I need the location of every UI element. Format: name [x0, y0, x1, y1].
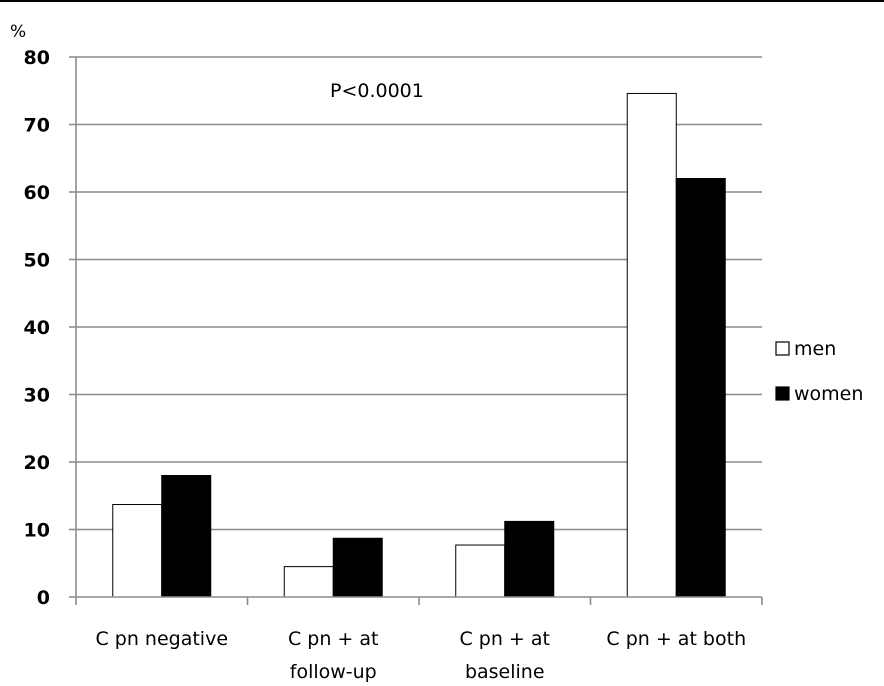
legend-swatch-women: [776, 387, 789, 400]
bar-women-2: [333, 538, 382, 597]
bar-women-3: [505, 521, 554, 597]
y-tick-label: 30: [24, 385, 50, 407]
legend-label-men: men: [794, 338, 836, 360]
y-tick-label: 50: [24, 250, 50, 272]
y-tick-label: 70: [24, 115, 50, 137]
y-tick-labels: 0 10 20 30 40 50 60 70 80: [24, 47, 50, 609]
bars: [113, 93, 726, 597]
x-category-label: C pn + at both: [606, 628, 746, 650]
p-value-annotation: P<0.0001: [330, 80, 424, 102]
y-tick-label: 40: [24, 317, 50, 339]
x-category-label: C pn + at: [288, 628, 379, 650]
x-category-label: baseline: [465, 661, 545, 683]
bar-women-1: [162, 476, 211, 598]
bar-women-4: [676, 179, 725, 598]
y-axis-unit-label: %: [10, 22, 26, 42]
y-tick-label: 80: [24, 47, 50, 69]
legend-label-women: women: [794, 383, 863, 405]
y-tick-label: 60: [24, 182, 50, 204]
legend-swatch-men: [776, 342, 789, 355]
x-category-label: C pn + at: [459, 628, 550, 650]
legend: men women: [776, 338, 863, 405]
x-category-label: C pn negative: [95, 628, 228, 650]
y-tick-label: 20: [24, 452, 50, 474]
y-tick-label: 10: [24, 520, 50, 542]
x-category-label: follow-up: [290, 661, 377, 683]
bar-men-3: [456, 545, 505, 597]
x-category-labels: C pn negative C pn + at follow-up C pn + at…: [95, 628, 746, 683]
bar-men-1: [113, 505, 162, 597]
bar-men-2: [284, 567, 333, 597]
bar-men-4: [627, 93, 676, 597]
y-tick-label: 0: [37, 587, 50, 609]
